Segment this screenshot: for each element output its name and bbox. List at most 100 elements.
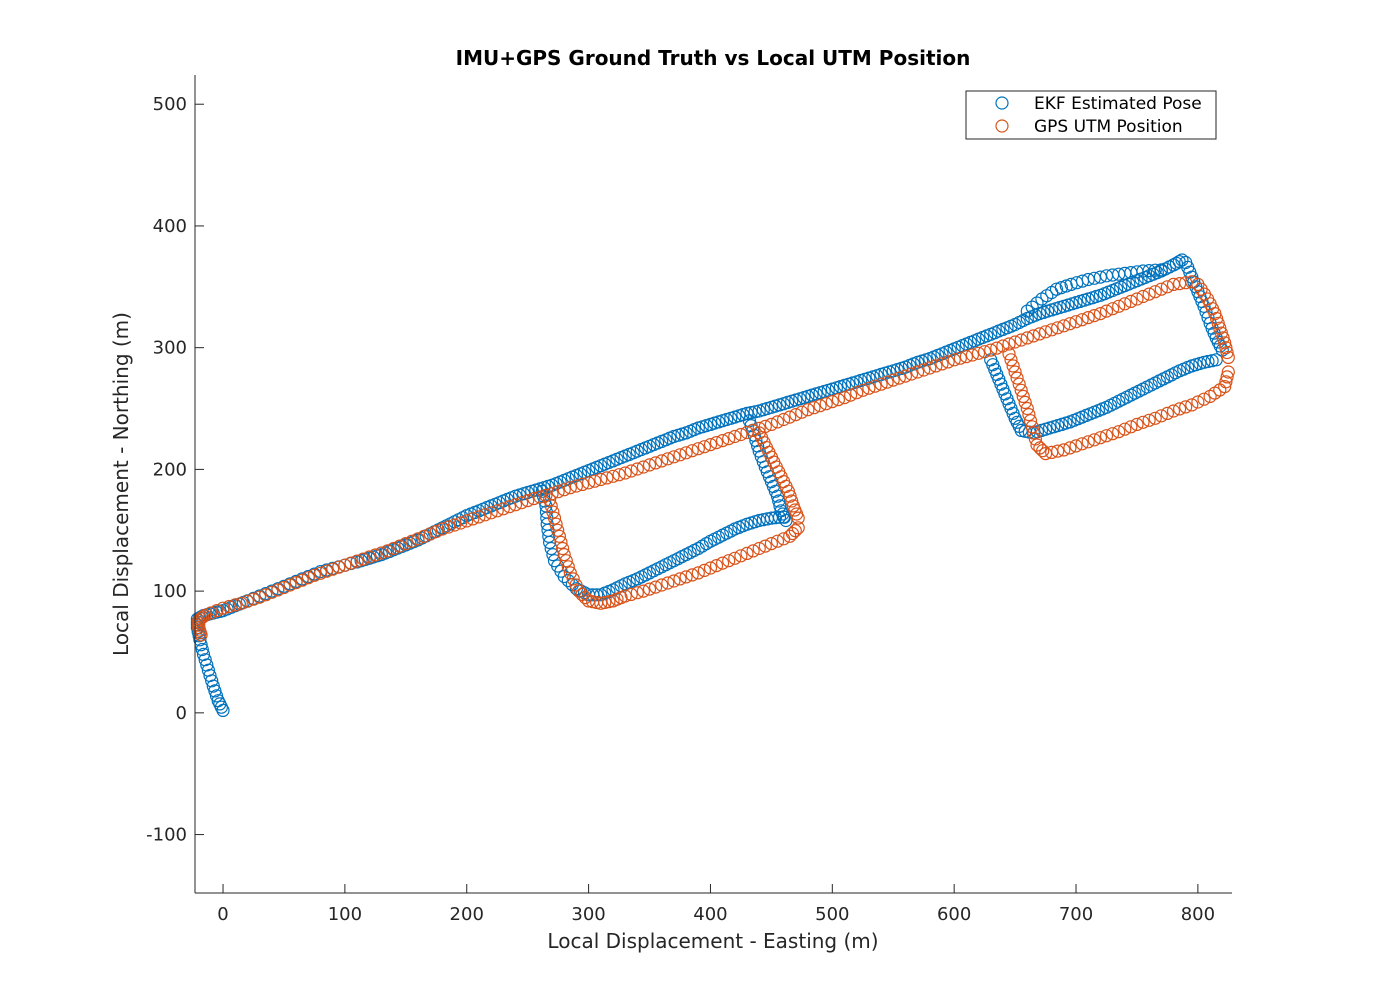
data-point bbox=[1191, 395, 1205, 409]
data-point bbox=[1105, 427, 1120, 441]
data-point bbox=[715, 434, 730, 448]
data-point bbox=[1026, 329, 1041, 343]
data-point bbox=[253, 590, 267, 604]
data-point bbox=[691, 566, 705, 580]
data-point bbox=[600, 471, 614, 485]
data-point bbox=[472, 510, 486, 524]
data-point bbox=[578, 590, 592, 605]
data-point bbox=[222, 599, 236, 614]
data-point bbox=[1028, 432, 1043, 446]
data-point bbox=[1093, 431, 1108, 445]
data-point bbox=[1221, 350, 1235, 364]
data-point bbox=[624, 587, 638, 602]
data-point bbox=[1081, 272, 1095, 287]
data-point bbox=[971, 346, 986, 360]
data-point bbox=[630, 586, 644, 600]
data-point bbox=[1154, 263, 1168, 277]
data-point bbox=[892, 371, 906, 385]
data-point bbox=[740, 406, 754, 420]
data-point bbox=[1014, 333, 1028, 347]
data-point bbox=[837, 391, 852, 405]
data-point bbox=[740, 546, 754, 561]
data-point bbox=[307, 568, 321, 582]
data-point bbox=[722, 554, 736, 568]
y-tick-label: 200 bbox=[153, 459, 187, 480]
data-point bbox=[283, 578, 297, 592]
data-point bbox=[697, 563, 712, 578]
data-point bbox=[791, 521, 805, 535]
data-point bbox=[606, 469, 620, 483]
data-point bbox=[1219, 341, 1233, 355]
data-point bbox=[807, 401, 821, 415]
data-point bbox=[1148, 263, 1162, 277]
data-point bbox=[411, 532, 425, 546]
data-point bbox=[602, 595, 616, 609]
data-point bbox=[490, 504, 504, 518]
data-point bbox=[265, 585, 279, 599]
data-point bbox=[1008, 335, 1022, 349]
data-point bbox=[521, 494, 535, 508]
data-point bbox=[947, 353, 961, 367]
data-point bbox=[466, 512, 480, 526]
legend: EKF Estimated Pose GPS UTM Position bbox=[965, 90, 1217, 140]
data-point bbox=[1160, 406, 1175, 420]
data-point bbox=[1220, 345, 1234, 360]
data-point bbox=[959, 350, 974, 364]
data-point bbox=[542, 493, 557, 507]
data-point bbox=[594, 472, 608, 487]
data-point bbox=[728, 551, 742, 565]
data-point bbox=[1220, 370, 1234, 384]
data-point bbox=[454, 516, 468, 530]
data-point bbox=[362, 550, 376, 564]
data-point bbox=[910, 365, 925, 379]
data-point bbox=[1063, 317, 1077, 331]
x-tick-label: 500 bbox=[815, 904, 849, 925]
data-point bbox=[569, 479, 584, 493]
data-point bbox=[734, 427, 748, 442]
legend-label-gps: GPS UTM Position bbox=[1034, 117, 1183, 137]
data-point bbox=[338, 558, 352, 572]
data-point bbox=[546, 505, 560, 519]
data-point bbox=[624, 464, 638, 478]
data-point bbox=[566, 572, 580, 586]
data-point bbox=[204, 606, 218, 620]
y-tick-label: 400 bbox=[153, 216, 187, 237]
legend-marker-ekf bbox=[995, 96, 1009, 110]
data-point bbox=[874, 377, 888, 391]
data-point bbox=[791, 511, 805, 525]
data-point bbox=[240, 594, 254, 608]
x-tick-label: 700 bbox=[1059, 904, 1093, 925]
data-point bbox=[1142, 413, 1156, 427]
x-tick-label: 0 bbox=[217, 904, 228, 925]
data-point bbox=[783, 410, 797, 424]
data-point bbox=[734, 549, 748, 563]
data-point bbox=[496, 502, 510, 516]
y-axis: -100 0 100 200 300 400 500 bbox=[146, 94, 204, 846]
data-point bbox=[862, 381, 876, 395]
data-point bbox=[1087, 433, 1101, 447]
data-point bbox=[667, 450, 681, 464]
data-point bbox=[1148, 285, 1162, 299]
data-point bbox=[630, 462, 644, 476]
data-point bbox=[1112, 425, 1126, 439]
data-point bbox=[618, 466, 632, 480]
data-point bbox=[542, 529, 556, 543]
data-point bbox=[198, 608, 212, 623]
data-point bbox=[941, 355, 955, 369]
data-point bbox=[1004, 353, 1018, 367]
legend-label-ekf: EKF Estimated Pose bbox=[1034, 94, 1202, 114]
data-point bbox=[551, 485, 565, 499]
data-point bbox=[1197, 392, 1211, 406]
data-point bbox=[554, 535, 568, 550]
data-point bbox=[356, 552, 370, 566]
data-point bbox=[544, 499, 558, 513]
data-point bbox=[234, 596, 248, 610]
data-point bbox=[195, 642, 209, 657]
data-point bbox=[429, 524, 443, 539]
data-point bbox=[709, 558, 724, 573]
data-point bbox=[547, 511, 562, 525]
data-point bbox=[1012, 377, 1026, 391]
data-point bbox=[588, 474, 602, 488]
data-point bbox=[405, 534, 419, 548]
